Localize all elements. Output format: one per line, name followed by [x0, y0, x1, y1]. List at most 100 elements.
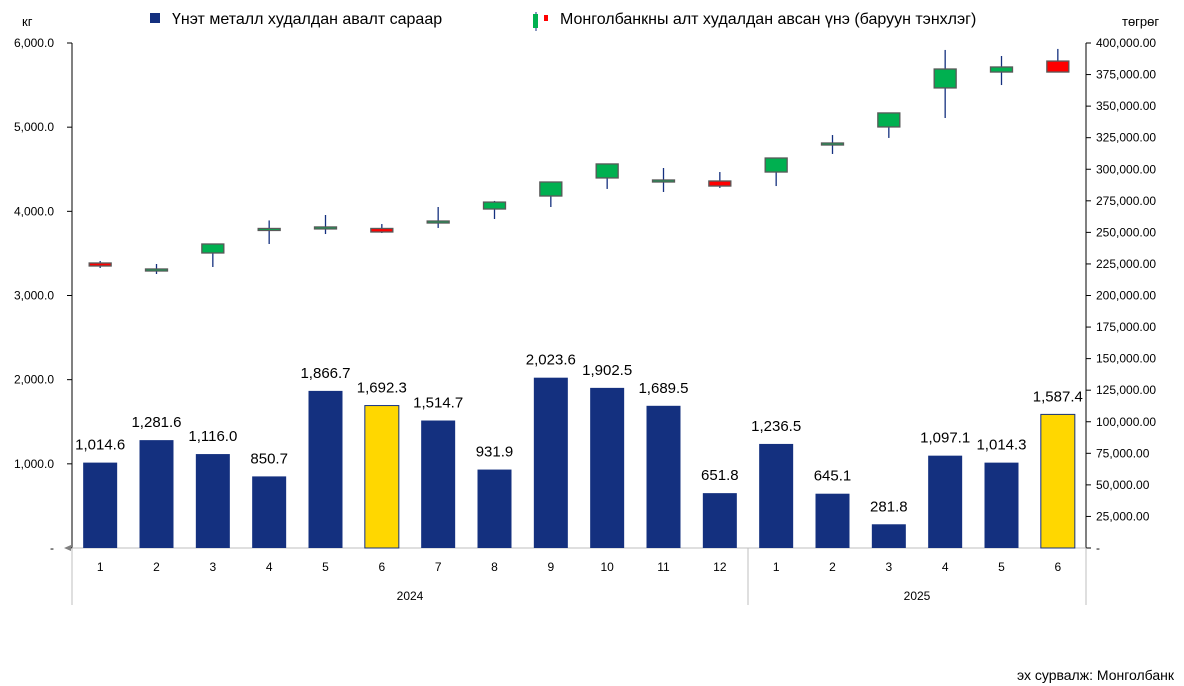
- candle-body: [651, 179, 676, 183]
- right-tick-label: 150,000.00: [1096, 352, 1156, 366]
- left-tick-label: 5,000.0: [14, 120, 54, 134]
- candle-body: [88, 262, 112, 267]
- right-tick-label: 250,000.00: [1096, 225, 1156, 239]
- bar-data-label: 1,689.5: [638, 380, 688, 397]
- bar-data-label: 1,587.4: [1033, 388, 1083, 405]
- month-label: 5: [998, 560, 1005, 574]
- candle-body: [370, 227, 394, 233]
- candle-body: [257, 227, 281, 232]
- candle-body: [820, 142, 845, 146]
- bar-data-label: 850.7: [250, 450, 288, 467]
- bar: [984, 462, 1019, 548]
- candle-body: [989, 66, 1014, 73]
- bar-data-label: 1,866.7: [300, 365, 350, 382]
- right-tick-label: 175,000.00: [1096, 320, 1156, 334]
- candle-body: [877, 112, 901, 128]
- bar-data-label: 1,014.6: [75, 437, 125, 454]
- legend-candle-down-swatch: [544, 15, 548, 21]
- bar-data-label: 1,097.1: [920, 430, 970, 447]
- month-label: 2: [153, 560, 160, 574]
- legend-bar-swatch: [150, 13, 160, 23]
- month-label: 12: [713, 560, 727, 574]
- bar-data-label: 931.9: [476, 444, 514, 461]
- right-tick-label: 275,000.00: [1096, 194, 1156, 208]
- year-label: 2024: [397, 589, 424, 603]
- bar-data-label: 651.8: [701, 467, 739, 484]
- left-axis-unit: кг: [22, 14, 33, 29]
- bar-data-label: 1,281.6: [131, 414, 181, 431]
- right-tick-label: 300,000.00: [1096, 162, 1156, 176]
- legend-candle-label: Монголбанкны алт худалдан авсан үнэ (бар…: [560, 11, 976, 28]
- bar-data-label: 1,514.7: [413, 395, 463, 412]
- month-label: 4: [266, 560, 273, 574]
- candle-body: [708, 180, 732, 187]
- left-tick-label: 6,000.0: [14, 36, 54, 50]
- bar-data-label: 1,116.0: [188, 428, 237, 445]
- left-tick-label: 1,000.0: [14, 457, 54, 471]
- bar: [139, 440, 174, 548]
- bar: [533, 377, 568, 548]
- bar-data-label: 281.8: [870, 498, 908, 515]
- candle-body: [539, 181, 563, 197]
- bar-data-label: 1,902.5: [582, 362, 632, 379]
- bar: [308, 390, 343, 548]
- right-tick-label: 350,000.00: [1096, 99, 1156, 113]
- bar-data-label: 1,236.5: [751, 418, 801, 435]
- source-note: эх сурвалж: Монголбанк: [1017, 667, 1175, 683]
- axis-arrow-icon: [64, 545, 71, 551]
- left-tick-label: 2,000.0: [14, 373, 54, 387]
- bar: [815, 493, 850, 548]
- month-label: 9: [547, 560, 554, 574]
- candle-body: [426, 220, 450, 224]
- left-tick-label: -: [50, 541, 54, 555]
- bar: [871, 524, 906, 548]
- month-label: 3: [209, 560, 216, 574]
- right-tick-label: 225,000.00: [1096, 257, 1156, 271]
- month-label: 3: [885, 560, 892, 574]
- bar: [928, 455, 963, 548]
- right-tick-label: 125,000.00: [1096, 383, 1156, 397]
- legend-candle-up-swatch: [533, 14, 538, 28]
- month-label: 1: [97, 560, 104, 574]
- left-tick-label: 4,000.0: [14, 204, 54, 218]
- right-tick-label: 375,000.00: [1096, 68, 1156, 82]
- bar: [477, 469, 512, 548]
- candle-body: [764, 157, 788, 173]
- legend-bar-label: Үнэт металл худалдан авалт сараар: [172, 11, 442, 28]
- bar: [252, 476, 287, 548]
- month-label: 6: [378, 560, 385, 574]
- bar: [702, 493, 737, 548]
- left-tick-label: 3,000.0: [14, 289, 54, 303]
- month-label: 1: [773, 560, 780, 574]
- month-label: 10: [600, 560, 614, 574]
- month-label: 8: [491, 560, 498, 574]
- right-tick-label: 25,000.00: [1096, 509, 1150, 523]
- month-label: 11: [657, 560, 670, 574]
- right-tick-label: 400,000.00: [1096, 36, 1156, 50]
- bar: [364, 405, 400, 549]
- right-tick-label: -: [1096, 541, 1100, 555]
- right-tick-label: 100,000.00: [1096, 415, 1156, 429]
- candle-body: [1046, 60, 1070, 73]
- bar-data-label: 1,014.3: [976, 437, 1026, 454]
- candle-body: [201, 243, 225, 254]
- bar: [759, 443, 794, 548]
- bar: [195, 454, 230, 548]
- bar: [83, 462, 118, 548]
- candle-body: [313, 226, 338, 230]
- month-label: 5: [322, 560, 329, 574]
- month-label: 6: [1054, 560, 1061, 574]
- bar-data-label: 2,023.6: [526, 352, 576, 369]
- candle-body: [482, 201, 507, 210]
- month-label: 4: [942, 560, 949, 574]
- year-label: 2025: [904, 589, 931, 603]
- candle-body: [144, 268, 169, 272]
- right-axis-unit: төгрөг: [1122, 14, 1159, 29]
- right-tick-label: 75,000.00: [1096, 446, 1150, 460]
- bar: [646, 405, 681, 548]
- right-tick-label: 325,000.00: [1096, 131, 1156, 145]
- bar: [421, 420, 456, 548]
- candle-body: [595, 163, 619, 179]
